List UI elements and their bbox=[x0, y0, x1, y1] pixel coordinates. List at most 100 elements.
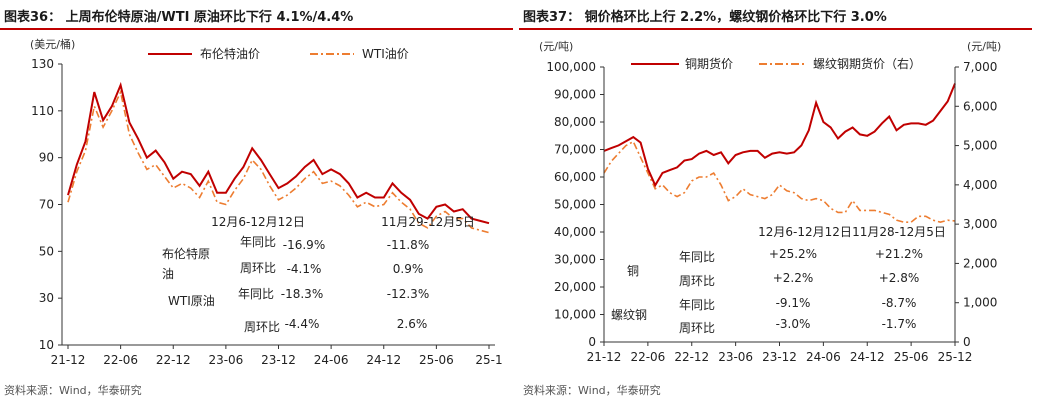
right-y-tick-label-right: 7,000 bbox=[963, 60, 997, 74]
metal-price-panel: 图表37： 铜价格环比上行 2.2%，螺纹钢价格环比下行 3.0% 100,00… bbox=[519, 0, 1038, 410]
left-y-tick-label: 50 bbox=[39, 244, 54, 258]
right-cell: +25.2% bbox=[769, 247, 817, 261]
left-y-tick-label: 30 bbox=[39, 291, 54, 305]
right-y-tick-label-left: 60,000 bbox=[554, 170, 596, 184]
right-y-tick-label-left: 80,000 bbox=[554, 115, 596, 129]
right-x-tick-label: 25-06 bbox=[894, 350, 929, 364]
right-x-tick-label: 24-12 bbox=[850, 350, 885, 364]
right-y-tick-label-left: 20,000 bbox=[554, 280, 596, 294]
left-x-tick-label: 21-12 bbox=[51, 353, 86, 367]
left-row-label: 年同比 bbox=[240, 235, 276, 249]
metal-price-chart: 100,000 90,000 80,000 70,000 60,000 50,000 40,… bbox=[539, 40, 1001, 364]
right-x-tick-label: 23-12 bbox=[762, 350, 797, 364]
left-group-brent-line2: 油 bbox=[162, 267, 174, 281]
right-y-tick-label-left: 50,000 bbox=[554, 198, 596, 212]
right-x-tick-label: 21-12 bbox=[587, 350, 622, 364]
right-y-axis-label-left: (元/吨) bbox=[539, 40, 573, 53]
left-row-label: 周环比 bbox=[240, 261, 276, 275]
left-change-table: 12月6-12月12日 11月29-12月5日 布伦特原 油 年同比 -16.9… bbox=[162, 215, 475, 334]
right-y-tick-label-left: 100,000 bbox=[546, 60, 596, 74]
left-table-header-a: 12月6-12月12日 bbox=[211, 215, 305, 229]
left-cell: -4.1% bbox=[287, 262, 322, 276]
copper-price-line bbox=[603, 83, 956, 188]
left-x-tick-label: 24-06 bbox=[314, 353, 349, 367]
left-title-rule bbox=[0, 28, 513, 30]
legend-brent-label: 布伦特油价 bbox=[200, 46, 260, 61]
wti-price-line bbox=[67, 89, 490, 234]
left-cell: -4.4% bbox=[285, 317, 320, 331]
right-group-rebar: 螺纹钢 bbox=[611, 308, 647, 322]
left-x-tick-label: 22-06 bbox=[103, 353, 138, 367]
right-cell: -3.0% bbox=[776, 317, 811, 331]
left-row-label: 周环比 bbox=[244, 320, 280, 334]
legend-copper-label: 铜期货价 bbox=[685, 56, 733, 71]
right-y-tick-label-right: 2,000 bbox=[963, 256, 997, 270]
right-cell: +21.2% bbox=[875, 247, 923, 261]
rebar-price-line bbox=[603, 140, 956, 224]
right-source-note: 资料来源：Wind，华泰研究 bbox=[523, 384, 661, 397]
left-x-tick-label: 23-12 bbox=[261, 353, 296, 367]
right-x-tick-label: 25-12 bbox=[938, 350, 973, 364]
left-y-tick-label: 70 bbox=[39, 198, 54, 212]
right-group-copper: 铜 bbox=[627, 263, 639, 278]
left-legend: 布伦特油价 WTI油价 bbox=[148, 46, 409, 61]
left-cell: 0.9% bbox=[393, 262, 424, 276]
right-y-tick-label-left: 70,000 bbox=[554, 143, 596, 157]
right-title-rule bbox=[519, 28, 1032, 30]
right-x-tick-label: 23-06 bbox=[718, 350, 753, 364]
right-cell: -1.7% bbox=[882, 317, 917, 331]
left-x-tick-label: 25-1 bbox=[475, 353, 502, 367]
right-row-label: 周环比 bbox=[679, 274, 715, 288]
left-group-wti: WTI原油 bbox=[168, 294, 215, 308]
left-group-brent-line1: 布伦特原 bbox=[162, 246, 210, 261]
left-y-tick-label: 130 bbox=[31, 57, 54, 71]
left-cell: -18.3% bbox=[281, 287, 323, 301]
right-y-tick-label-right: 6,000 bbox=[963, 99, 997, 113]
left-x-tick-label: 22-12 bbox=[156, 353, 191, 367]
right-legend: 铜期货价 螺纹钢期货价（右） bbox=[631, 56, 921, 71]
right-cell: -8.7% bbox=[882, 296, 917, 310]
right-y-tick-label-left: 30,000 bbox=[554, 253, 596, 267]
left-row-label: 年同比 bbox=[238, 287, 274, 301]
brent-price-line bbox=[67, 81, 490, 225]
right-y-tick-label-right: 1,000 bbox=[963, 296, 997, 310]
right-y-axis-label-right: (元/吨) bbox=[967, 40, 1001, 53]
right-cell: -9.1% bbox=[776, 296, 811, 310]
left-cell: -12.3% bbox=[387, 287, 429, 301]
right-y-tick-label-left: 0 bbox=[588, 335, 596, 349]
left-x-tick-label: 24-12 bbox=[366, 353, 401, 367]
right-y-tick-label-right: 0 bbox=[963, 335, 971, 349]
right-row-label: 年同比 bbox=[679, 250, 715, 264]
left-y-tick-label: 90 bbox=[39, 151, 54, 165]
right-y-tick-label-right: 5,000 bbox=[963, 139, 997, 153]
left-y-tick-label: 10 bbox=[39, 338, 54, 352]
left-cell: -16.9% bbox=[283, 238, 325, 252]
right-y-tick-label-right: 3,000 bbox=[963, 217, 997, 231]
left-y-tick-label: 110 bbox=[31, 104, 54, 118]
right-row-label: 周环比 bbox=[679, 321, 715, 335]
right-table-header-a: 12月6-12月12日 bbox=[758, 225, 852, 239]
oil-price-panel: 图表36： 上周布伦特原油/WTI 原油环比下行 4.1%/4.4% 130 11… bbox=[0, 10, 513, 397]
left-y-axis-label: (美元/桶) bbox=[30, 37, 75, 51]
legend-rebar-label: 螺纹钢期货价（右） bbox=[813, 56, 921, 71]
right-cell: +2.8% bbox=[879, 271, 920, 285]
right-y-tick-label-left: 10,000 bbox=[554, 308, 596, 322]
left-cell: 2.6% bbox=[397, 317, 428, 331]
legend-wti-label: WTI油价 bbox=[362, 47, 409, 61]
left-source-note: 资料来源：Wind，华泰研究 bbox=[4, 384, 142, 397]
right-change-table: 12月6-12月12日 11月28-12月5日 铜 年同比 +25.2% +21… bbox=[611, 225, 946, 335]
oil-price-chart: 130 110 90 70 50 30 10 21-12 22-06 22-12 23-06 23-… bbox=[30, 37, 503, 367]
left-cell: -11.8% bbox=[387, 238, 429, 252]
left-table-header-b: 11月29-12月5日 bbox=[381, 215, 475, 229]
right-cell: +2.2% bbox=[773, 271, 814, 285]
right-chart-title: 图表37： 铜价格环比上行 2.2%，螺纹钢价格环比下行 3.0% bbox=[523, 10, 887, 25]
right-y-tick-label-right: 4,000 bbox=[963, 178, 997, 192]
right-y-tick-label-left: 90,000 bbox=[554, 88, 596, 102]
right-x-tick-label: 22-06 bbox=[630, 350, 665, 364]
right-x-tick-label: 24-06 bbox=[806, 350, 841, 364]
right-row-label: 年同比 bbox=[679, 298, 715, 312]
left-x-tick-label: 23-06 bbox=[208, 353, 243, 367]
right-y-tick-label-left: 40,000 bbox=[554, 225, 596, 239]
right-table-header-b: 11月28-12月5日 bbox=[852, 225, 946, 239]
left-x-tick-label: 25-06 bbox=[419, 353, 454, 367]
